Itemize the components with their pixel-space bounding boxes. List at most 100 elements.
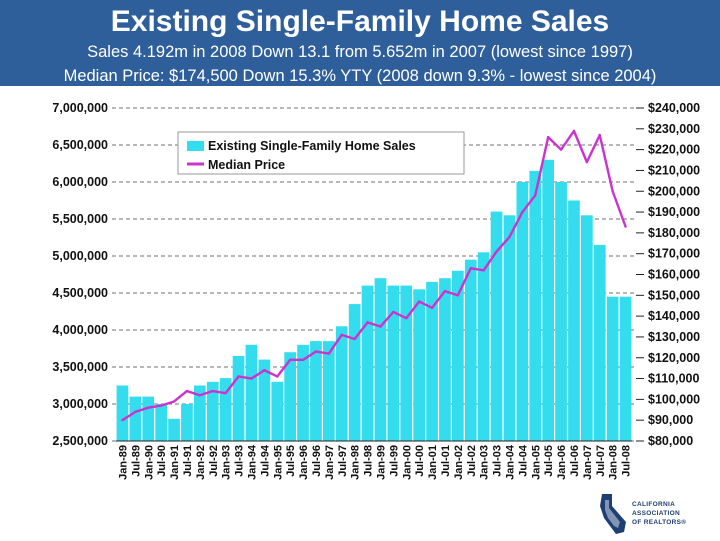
sales-bar xyxy=(452,270,464,441)
x-tick-label: Jul-97 xyxy=(337,445,349,477)
x-tick-label: Jan-00 xyxy=(401,445,413,480)
median-price-point xyxy=(508,235,511,239)
logo-line-3: OF REALTORS® xyxy=(632,519,687,526)
x-tick-label: Jan-07 xyxy=(582,445,594,480)
sales-bar xyxy=(155,404,167,441)
x-tick-label: Jan-02 xyxy=(453,445,465,480)
sales-bar xyxy=(310,341,322,441)
x-tick-label: Jan-99 xyxy=(375,445,387,480)
right-tick-label: $120,000 xyxy=(648,351,700,365)
left-tick-label: 5,000,000 xyxy=(52,249,108,263)
median-price-point xyxy=(585,160,589,164)
left-tick-label: 5,500,000 xyxy=(52,212,108,226)
median-price-point xyxy=(276,375,279,378)
sales-bar xyxy=(581,215,593,441)
sales-bar xyxy=(297,344,309,441)
x-tick-label: Jul-05 xyxy=(543,445,555,477)
sales-bar xyxy=(142,396,155,441)
median-price-point xyxy=(263,369,266,372)
page-title: Existing Single-Family Home Sales xyxy=(110,5,610,38)
right-tick-label: $80,000 xyxy=(648,434,693,448)
sales-bar xyxy=(606,296,619,441)
legend-box xyxy=(177,131,465,175)
right-tick-label: $160,000 xyxy=(648,268,700,282)
sales-bar xyxy=(168,418,180,441)
sales-bar xyxy=(116,385,129,441)
x-tick-label: Jul-93 xyxy=(234,445,246,477)
legend-swatch-sales xyxy=(187,141,204,151)
right-tick-label: $180,000 xyxy=(648,226,700,240)
sales-bar xyxy=(361,285,374,441)
median-price-point xyxy=(211,389,214,393)
median-price-point xyxy=(624,225,627,228)
median-price-point xyxy=(288,358,292,362)
x-tick-label: Jul-02 xyxy=(466,445,478,477)
right-tick-label: $150,000 xyxy=(648,288,700,302)
right-tick-label: $90,000 xyxy=(648,413,693,427)
sales-bar xyxy=(348,304,361,441)
median-price-point xyxy=(121,418,124,422)
left-tick-label: 6,000,000 xyxy=(52,175,108,189)
x-tick-label: Jul-99 xyxy=(388,445,400,477)
right-tick-label: $100,000 xyxy=(648,392,700,406)
sales-bar xyxy=(400,285,413,441)
median-price-point xyxy=(366,321,369,324)
sales-bar xyxy=(529,170,542,441)
left-tick-label: 4,500,000 xyxy=(52,286,108,300)
x-tick-label: Jan-05 xyxy=(530,445,542,480)
median-price-point xyxy=(482,269,485,272)
median-price-line xyxy=(121,129,627,422)
x-tick-label: Jul-92 xyxy=(208,445,220,477)
median-price-point xyxy=(134,410,137,414)
median-price-point xyxy=(392,310,395,314)
x-tick-label: Jul-89 xyxy=(130,445,142,477)
x-tick-label: Jul-00 xyxy=(414,445,426,477)
x-axis: Jan-89 Jul-89 Jan-90 Jul-90 Jan-91 Jul-91 Jan-… xyxy=(116,440,633,480)
x-tick-label: Jan-93 xyxy=(221,445,233,480)
median-price-point xyxy=(430,306,434,309)
left-tick-label: 7,000,000 xyxy=(52,101,108,115)
right-tick-label: $200,000 xyxy=(648,184,700,198)
logo-line-1: CALIFORNIA xyxy=(632,501,676,508)
sales-bar xyxy=(194,385,206,441)
median-price-point xyxy=(159,404,163,407)
right-tick-label: $210,000 xyxy=(648,163,700,177)
sales-bar xyxy=(426,281,438,441)
x-tick-label: Jan-97 xyxy=(324,445,336,480)
sales-subtitle: Sales 4.192m in 2008 Down 13.1 from 5.65… xyxy=(87,43,633,61)
sales-bar xyxy=(439,278,451,441)
right-tick-label: $140,000 xyxy=(648,309,700,323)
sales-bar xyxy=(619,296,632,441)
median-price-point xyxy=(379,325,382,328)
x-tick-label: Jan-94 xyxy=(246,444,258,480)
median-price-point xyxy=(443,289,447,293)
price-subtitle: Median Price: $174,500 Down 15.3% YTY (2… xyxy=(63,67,657,85)
right-axis: $80,000 $90,000 $100,000 $110,000 $120,000 $1… xyxy=(636,101,700,448)
median-price-point xyxy=(250,377,253,380)
logo-line-2: ASSOCIATION xyxy=(632,510,680,517)
x-tick-label: Jul-01 xyxy=(440,445,452,477)
x-tick-label: Jul-08 xyxy=(621,445,633,477)
x-tick-label: Jan-96 xyxy=(298,445,310,480)
left-tick-label: 3,000,000 xyxy=(52,397,108,411)
x-tick-label: Jul-07 xyxy=(595,445,607,477)
sales-bar xyxy=(542,159,554,442)
sales-bar xyxy=(503,215,516,441)
legend-label-median: Median Price xyxy=(208,158,285,172)
median-price-point xyxy=(572,129,576,133)
median-price-point xyxy=(456,294,460,297)
x-tick-label: Jul-96 xyxy=(311,445,323,477)
sales-bar xyxy=(374,278,387,441)
x-tick-label: Jul-94 xyxy=(259,444,271,477)
legend-label-sales: Existing Single-Family Home Sales xyxy=(208,139,416,153)
sales-bar xyxy=(258,359,271,441)
sales-bar xyxy=(413,289,425,441)
left-axis: 2,500,000 3,000,000 3,500,000 4,000,000 4,50… xyxy=(52,101,108,448)
x-tick-label: Jan-98 xyxy=(350,445,362,480)
median-price-point xyxy=(147,406,150,409)
median-price-point xyxy=(314,350,318,353)
sales-bar xyxy=(516,182,529,441)
x-tick-label: Jan-91 xyxy=(169,445,181,480)
median-price-point xyxy=(224,391,227,395)
x-tick-label: Jan-03 xyxy=(479,445,491,480)
